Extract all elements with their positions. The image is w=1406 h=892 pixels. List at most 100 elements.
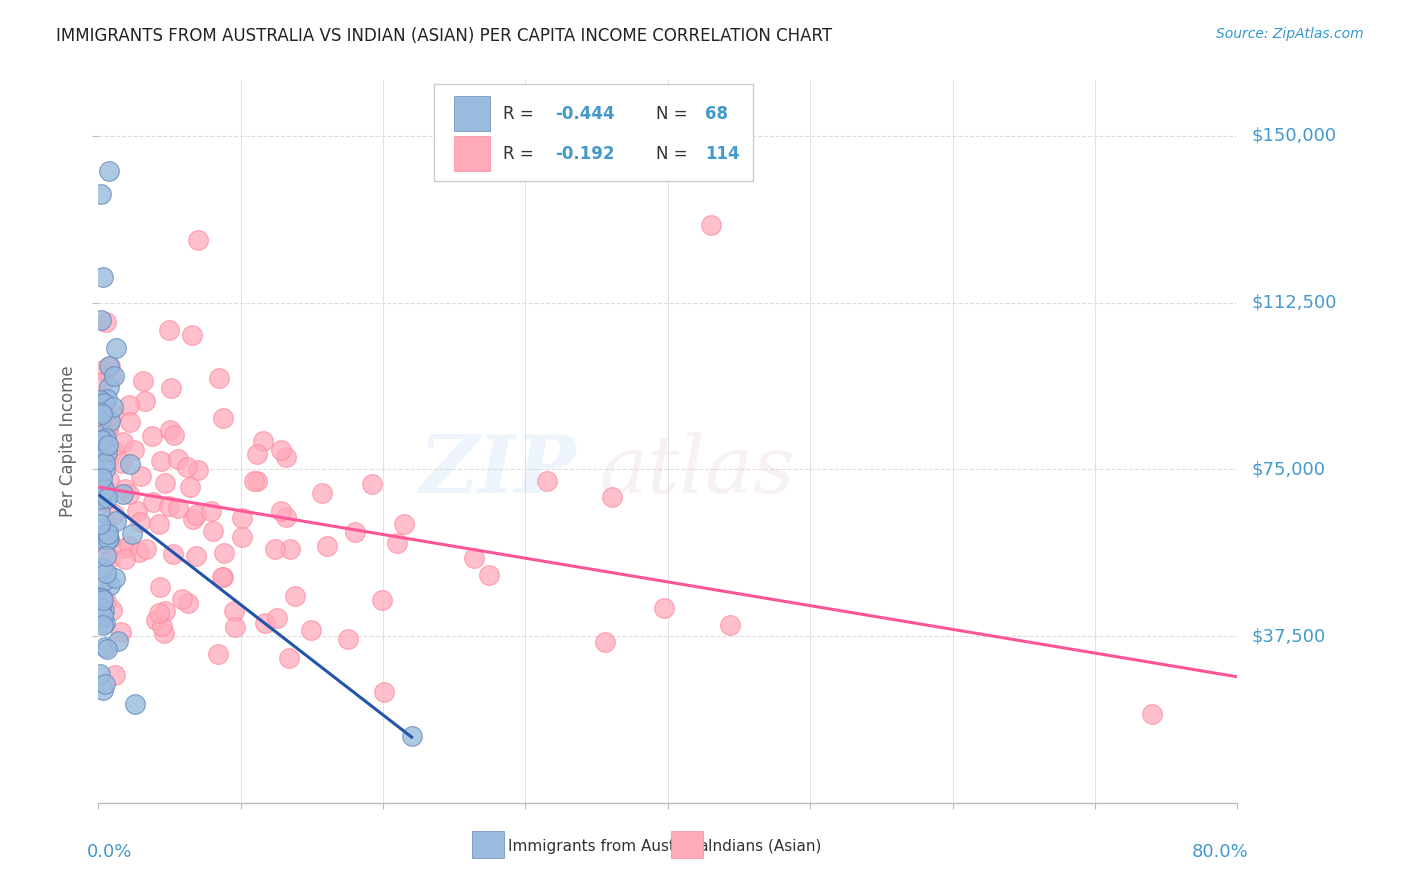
Point (94, 640, 117, 655)
Point (153, 626, 176, 640)
Point (187, 233, 209, 247)
Point (212, 411, 235, 425)
Point (243, 474, 266, 488)
Text: N =: N = (657, 104, 693, 122)
Point (90, 591, 112, 605)
Point (90, 186, 112, 201)
Point (114, 482, 136, 496)
Point (299, 623, 322, 637)
Point (387, 535, 409, 549)
Point (118, 398, 141, 412)
Point (111, 435, 134, 450)
Point (129, 515, 152, 529)
Point (98, 551, 121, 566)
Point (463, 550, 485, 565)
Point (91, 617, 114, 632)
Point (89, 529, 111, 543)
Point (93, 536, 115, 550)
Point (89, 590, 111, 604)
Text: $112,500: $112,500 (1251, 293, 1337, 311)
FancyBboxPatch shape (454, 136, 491, 170)
Point (166, 501, 188, 516)
Point (96, 392, 118, 406)
Text: Source: ZipAtlas.com: Source: ZipAtlas.com (1216, 27, 1364, 41)
Point (270, 442, 292, 457)
Point (90, 312, 112, 326)
Point (114, 552, 136, 566)
Point (94, 616, 117, 631)
Point (103, 369, 125, 384)
Point (134, 393, 156, 408)
Point (181, 327, 204, 342)
Point (170, 592, 193, 607)
Point (179, 480, 201, 494)
Point (98, 533, 121, 547)
Point (93, 395, 115, 409)
Point (125, 504, 148, 518)
Point (602, 490, 624, 504)
Point (652, 600, 675, 615)
Point (344, 525, 367, 540)
Point (718, 617, 741, 632)
Point (97, 454, 120, 468)
Point (212, 570, 235, 584)
Point (104, 571, 127, 585)
Point (231, 511, 253, 525)
Point (91, 426, 114, 441)
Point (118, 457, 141, 471)
Point (118, 415, 141, 429)
Point (98, 418, 121, 433)
Point (336, 632, 359, 646)
Point (150, 618, 173, 632)
Point (98, 359, 121, 374)
Point (276, 510, 298, 524)
Point (148, 516, 170, 531)
Point (91, 269, 114, 284)
Text: 114: 114 (706, 145, 740, 163)
Point (91, 423, 114, 437)
Point (212, 546, 235, 560)
Point (91, 376, 114, 390)
Point (111, 457, 134, 471)
Point (167, 452, 190, 467)
Point (1140, 706, 1163, 721)
Text: 0.0%: 0.0% (87, 843, 132, 861)
Point (91, 495, 114, 509)
Text: N =: N = (657, 145, 693, 163)
Point (118, 539, 141, 553)
Point (121, 527, 143, 541)
Point (94, 573, 117, 587)
Point (91, 392, 114, 406)
Point (224, 604, 246, 618)
Point (100, 368, 122, 383)
Point (153, 475, 176, 490)
Point (93, 363, 115, 377)
Text: $75,000: $75,000 (1251, 460, 1326, 478)
Text: -0.192: -0.192 (555, 145, 614, 163)
Point (124, 698, 146, 712)
Point (93, 462, 115, 476)
Point (315, 539, 337, 553)
Point (246, 474, 269, 488)
Point (91, 592, 114, 607)
Point (264, 541, 287, 556)
Point (176, 459, 198, 474)
Point (150, 454, 173, 468)
Point (118, 487, 141, 501)
Point (93, 483, 115, 497)
Point (107, 633, 129, 648)
Text: atlas: atlas (599, 432, 794, 509)
Point (231, 530, 253, 544)
Point (112, 487, 135, 501)
Point (90, 405, 112, 419)
Point (145, 613, 167, 627)
Point (135, 542, 157, 557)
Point (90, 434, 112, 448)
Text: 68: 68 (706, 104, 728, 122)
Point (211, 570, 233, 584)
Point (101, 603, 124, 617)
Point (97, 437, 120, 451)
Point (97, 527, 120, 541)
Point (91, 408, 114, 422)
Point (254, 615, 277, 630)
